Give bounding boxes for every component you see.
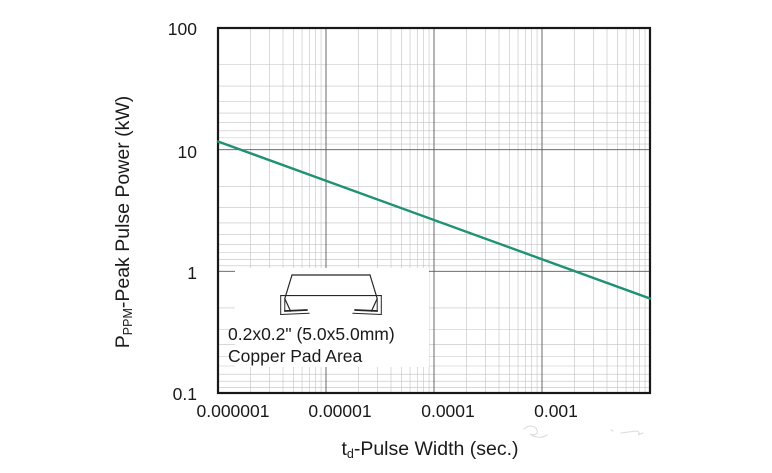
svg-text:0.001: 0.001 [534,401,578,421]
svg-text:0.000001: 0.000001 [197,401,270,421]
svg-text:0.1: 0.1 [173,384,197,404]
svg-text:0.0001: 0.0001 [421,401,475,421]
svg-text:1: 1 [187,263,197,283]
svg-text:0.00001: 0.00001 [308,401,371,421]
svg-text:0.2x0.2" (5.0x5.0mm): 0.2x0.2" (5.0x5.0mm) [228,324,395,344]
svg-text:100: 100 [168,19,197,39]
svg-text:td-Pulse Width (sec.): td-Pulse Width (sec.) [341,438,518,461]
svg-text:Copper Pad Area: Copper Pad Area [228,346,363,366]
svg-text:10: 10 [178,142,198,162]
